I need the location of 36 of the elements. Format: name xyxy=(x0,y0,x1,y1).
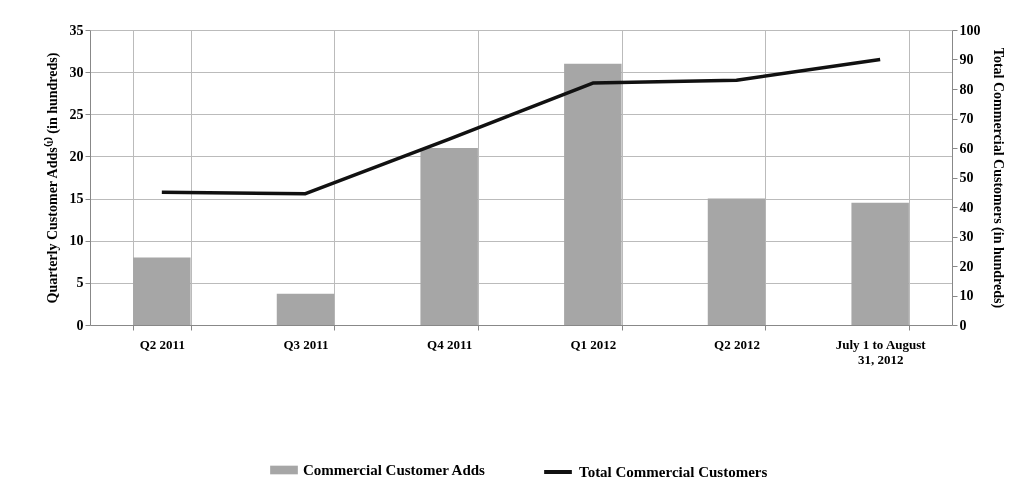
x-tick-label: Q4 2011 xyxy=(427,336,473,352)
y-tick-label: 0 xyxy=(76,317,84,333)
y2-tick-label: 80 xyxy=(959,81,974,97)
bar xyxy=(420,148,478,325)
y2-tick-label: 0 xyxy=(959,317,967,333)
x-tick-label: Q2 2011 xyxy=(139,336,185,352)
y2-tick-label: 50 xyxy=(959,170,974,185)
legend-label: Total Commercial Customers xyxy=(579,464,768,480)
x-tick-label: Q3 2011 xyxy=(283,336,329,352)
y2-tick-label: 10 xyxy=(959,288,974,303)
y2-tick-label: 20 xyxy=(959,258,974,274)
y-tick-label: 30 xyxy=(69,64,84,80)
bar xyxy=(564,63,622,325)
bar xyxy=(276,293,335,325)
y2-tick-label: 40 xyxy=(959,199,974,215)
y-tick-label: 5 xyxy=(76,275,84,291)
y-tick-label: 10 xyxy=(69,233,84,249)
y-tick-label: 35 xyxy=(69,22,84,38)
y-tick-label: 20 xyxy=(69,148,84,164)
y-tick-label: 15 xyxy=(69,191,84,207)
y-axis-title: Quarterly Customer Adds⁽¹⁾ (in hundreds) xyxy=(43,52,61,304)
y2-axis-title: Total Commercial Customers (in hundreds) xyxy=(989,47,1006,309)
y2-tick-label: 30 xyxy=(959,229,974,244)
x-tick-label: Q2 2012 xyxy=(714,336,760,352)
y2-tick-label: 60 xyxy=(959,140,974,156)
bar xyxy=(851,202,909,325)
x-tick-label: July 1 to August 31, 2012 xyxy=(835,336,927,367)
y2-tick-label: 100 xyxy=(959,22,981,38)
legend-label: Commercial Customer Adds xyxy=(303,462,486,478)
y2-tick-label: 70 xyxy=(959,111,974,126)
bar xyxy=(707,198,766,325)
x-tick-label: Q1 2012 xyxy=(570,336,617,352)
bar xyxy=(133,257,191,325)
y-tick-label: 25 xyxy=(69,106,84,122)
line-series xyxy=(160,57,882,196)
y2-tick-label: 90 xyxy=(959,52,974,67)
